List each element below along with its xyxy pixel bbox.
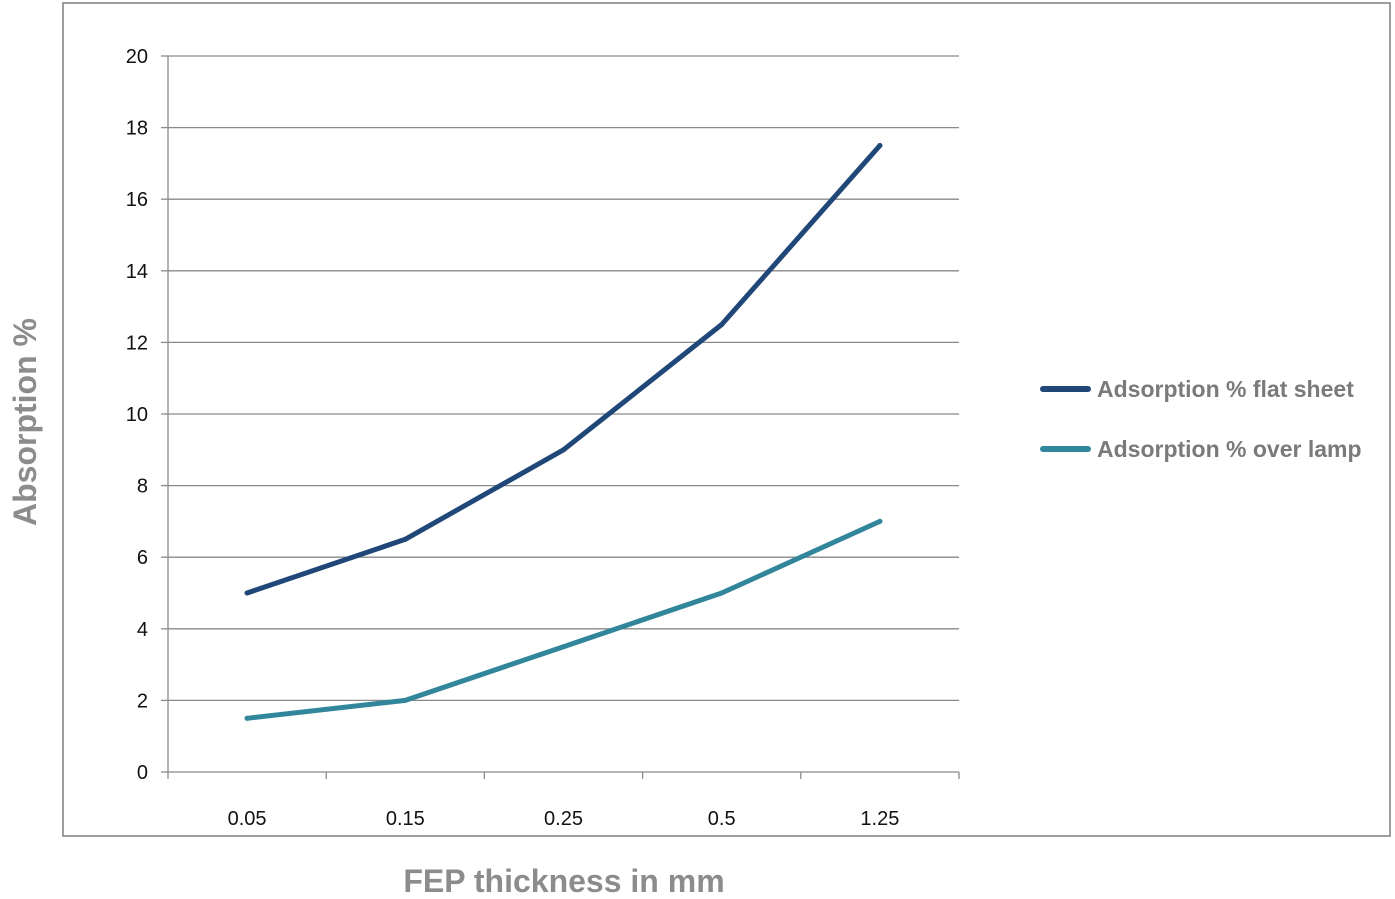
y-tick-label-10: 10 bbox=[126, 404, 148, 426]
chart-area-frame bbox=[62, 2, 1391, 837]
legend: Adsorption % flat sheet Adsorption % ove… bbox=[1040, 376, 1362, 462]
y-tick-label-8: 8 bbox=[137, 476, 148, 498]
data-point-s0-1 bbox=[402, 536, 408, 542]
series-lines bbox=[244, 143, 883, 721]
data-point-s0-4 bbox=[877, 143, 883, 148]
data-point-s0-3 bbox=[719, 322, 725, 327]
legend-label-over-lamp: Adsorption % over lamp bbox=[1097, 436, 1362, 462]
y-tick-label-6: 6 bbox=[137, 547, 148, 569]
x-tick-label-0.25: 0.25 bbox=[544, 808, 583, 830]
y-axis-title: Absorption % bbox=[7, 318, 43, 526]
legend-label-flat-sheet: Adsorption % flat sheet bbox=[1097, 376, 1354, 402]
y-tick-label-0: 0 bbox=[137, 762, 148, 784]
gridlines bbox=[168, 55, 959, 702]
y-tick-label-12: 12 bbox=[126, 332, 148, 354]
legend-entry-over-lamp: Adsorption % over lamp bbox=[1040, 436, 1362, 462]
x-tick-label-0.15: 0.15 bbox=[386, 808, 425, 830]
y-tick-label-16: 16 bbox=[126, 189, 148, 211]
y-tick-label-2: 2 bbox=[137, 690, 148, 712]
tick-labels: 0 2 4 6 8 10 12 14 16 18 20 0.05 0.15 0.25 0.5 1.25 bbox=[126, 46, 900, 830]
data-point-s0-0 bbox=[244, 590, 250, 596]
data-point-s1-1 bbox=[402, 697, 408, 703]
y-tick-label-20: 20 bbox=[126, 46, 148, 68]
legend-entry-flat-sheet: Adsorption % flat sheet bbox=[1040, 376, 1354, 402]
data-point-s1-2 bbox=[561, 644, 566, 650]
y-tick-label-4: 4 bbox=[137, 619, 148, 641]
x-tick-label-1.25: 1.25 bbox=[860, 808, 899, 830]
data-point-s1-0 bbox=[244, 715, 250, 721]
x-tick-label-0.5: 0.5 bbox=[708, 808, 736, 830]
y-tick-label-14: 14 bbox=[126, 261, 148, 283]
axes bbox=[161, 55, 960, 779]
x-axis-title: FEP thickness in mm bbox=[403, 863, 724, 899]
x-tick-label-0.05: 0.05 bbox=[228, 808, 267, 830]
y-tick-label-18: 18 bbox=[126, 118, 148, 140]
data-point-s1-4 bbox=[877, 518, 883, 524]
data-point-s0-2 bbox=[561, 447, 566, 453]
data-point-s1-3 bbox=[719, 590, 725, 596]
